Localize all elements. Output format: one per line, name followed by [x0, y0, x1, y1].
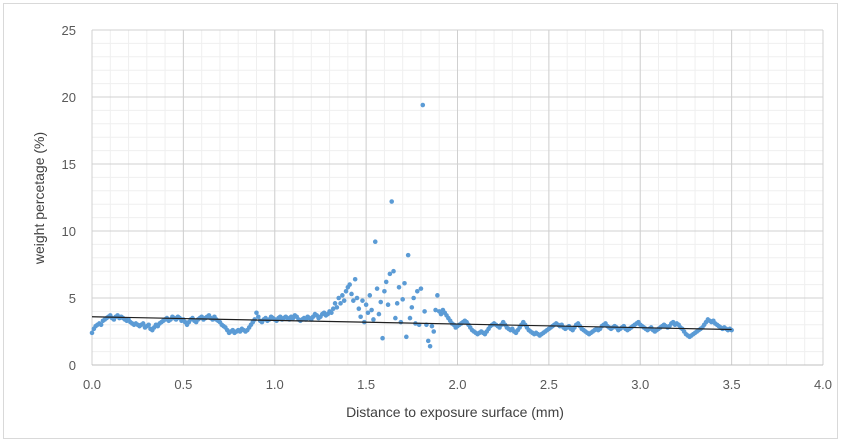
- data-point: [729, 327, 734, 333]
- data-point: [404, 334, 409, 340]
- x-tick-label: 0.5: [174, 377, 192, 392]
- x-tick-labels: 0.0 0.5 1.0 1.5 2.0 2.5 3.0 3.5 4.0: [83, 377, 832, 392]
- data-point: [383, 279, 389, 285]
- data-point: [332, 301, 338, 306]
- y-tick-label: 25: [62, 23, 76, 38]
- data-point: [376, 311, 382, 317]
- data-point: [431, 329, 437, 334]
- y-tick-label: 20: [62, 90, 76, 105]
- gridlines: [91, 29, 824, 366]
- data-point: [358, 314, 363, 320]
- data-point: [400, 297, 405, 302]
- data-point: [391, 268, 396, 274]
- data-point: [356, 306, 362, 312]
- data-point: [396, 284, 402, 290]
- data-point: [351, 298, 356, 303]
- data-point: [429, 323, 435, 329]
- data-point: [360, 298, 365, 303]
- data-point: [435, 293, 440, 298]
- trendline: [91, 316, 732, 331]
- data-point: [378, 299, 384, 305]
- data-point: [385, 302, 391, 308]
- data-point: [330, 306, 336, 312]
- data-point: [254, 310, 259, 316]
- data-point: [352, 276, 358, 282]
- x-tick-label: 3.0: [631, 377, 649, 392]
- data-point: [146, 322, 151, 328]
- y-tick-label: 5: [69, 291, 76, 306]
- data-point: [427, 343, 433, 349]
- y-tick-label: 0: [69, 358, 76, 373]
- data-point: [365, 310, 371, 316]
- data-point: [367, 293, 373, 298]
- x-tick-label: 2.5: [540, 377, 558, 392]
- data-point: [140, 321, 146, 326]
- data-point: [336, 295, 342, 301]
- data-point: [425, 338, 431, 344]
- x-tick-label: 0.0: [83, 377, 101, 392]
- data-point: [98, 322, 104, 328]
- data-point: [433, 307, 438, 313]
- data-point: [341, 298, 347, 303]
- data-point: [409, 305, 415, 310]
- data-point: [363, 302, 369, 308]
- y-tick-label: 10: [62, 224, 76, 239]
- data-point: [372, 239, 378, 245]
- data-point: [422, 309, 427, 314]
- data-point: [329, 310, 334, 316]
- data-point: [420, 102, 426, 108]
- data-point: [349, 291, 354, 297]
- x-tick-label: 3.5: [723, 377, 741, 392]
- data-point: [398, 319, 404, 325]
- data-point: [393, 315, 398, 321]
- data-point: [407, 315, 413, 321]
- data-point: [389, 199, 395, 204]
- data-point: [334, 305, 340, 310]
- x-axis-title: Distance to exposure surface (mm): [346, 404, 564, 420]
- data-point: [338, 301, 343, 306]
- data-point: [89, 330, 95, 336]
- data-point: [382, 289, 387, 294]
- x-tick-label: 4.0: [814, 377, 832, 392]
- data-point: [371, 317, 376, 322]
- data-point: [438, 311, 444, 317]
- data-point: [380, 335, 385, 341]
- data-point: [340, 293, 345, 298]
- x-tick-label: 1.0: [266, 377, 284, 392]
- data-point: [405, 252, 411, 258]
- data-point: [411, 295, 416, 301]
- data-point: [369, 307, 374, 313]
- x-tick-label: 2.0: [448, 377, 466, 392]
- data-point: [402, 280, 407, 286]
- data-point: [414, 289, 420, 294]
- data-point: [354, 295, 360, 301]
- x-tick-label: 1.5: [357, 377, 375, 392]
- y-axis-title: weight percetage (%): [31, 132, 47, 265]
- data-point: [387, 271, 393, 277]
- data-point: [394, 301, 400, 306]
- y-tick-labels: 0 5 10 15 20 25: [62, 23, 76, 373]
- data-point: [343, 289, 349, 294]
- data-point: [374, 286, 380, 291]
- data-point: [256, 314, 261, 320]
- data-point: [347, 282, 352, 287]
- data-point: [418, 286, 424, 291]
- y-tick-label: 15: [62, 157, 76, 172]
